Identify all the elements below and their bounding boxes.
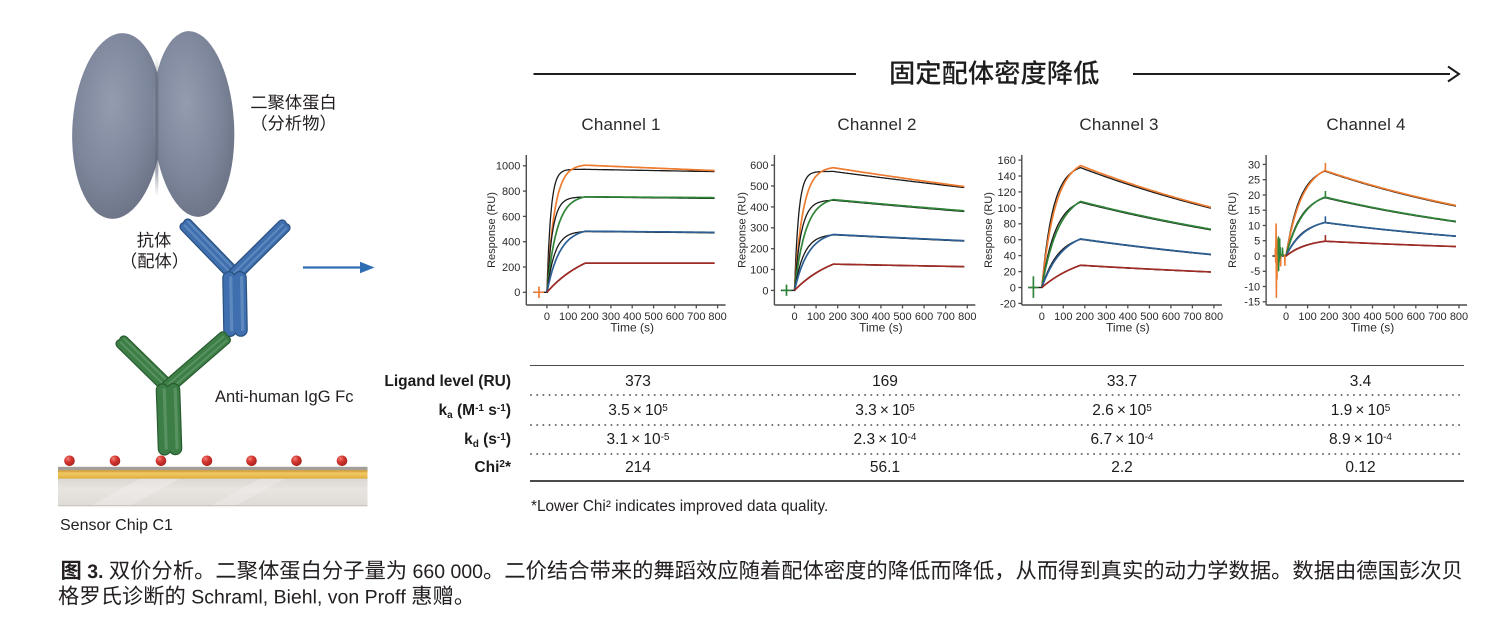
svg-text:800: 800 <box>958 311 976 323</box>
svg-text:Response (RU): Response (RU) <box>736 192 748 268</box>
svg-text:400: 400 <box>1363 311 1381 323</box>
svg-text:100: 100 <box>807 311 825 323</box>
svg-text:700: 700 <box>1428 311 1446 323</box>
svg-text:800: 800 <box>1450 311 1468 323</box>
svg-text:400: 400 <box>623 311 641 323</box>
svg-text:5: 5 <box>1254 236 1260 248</box>
svg-text:10: 10 <box>1248 220 1260 232</box>
svg-text:1000: 1000 <box>496 161 520 173</box>
svg-text:60: 60 <box>1004 235 1016 247</box>
svg-text:Time (s): Time (s) <box>859 321 903 335</box>
svg-text:200: 200 <box>829 311 847 323</box>
svg-text:200: 200 <box>1320 311 1338 323</box>
svg-text:700: 700 <box>937 311 955 323</box>
svg-text:20: 20 <box>1004 267 1016 279</box>
svg-text:200: 200 <box>502 262 520 274</box>
svg-text:700: 700 <box>687 311 705 323</box>
svg-text:500: 500 <box>1385 311 1403 323</box>
svg-text:-20: -20 <box>1000 298 1016 310</box>
svg-text:100: 100 <box>559 311 577 323</box>
svg-text:-5: -5 <box>1250 266 1260 278</box>
svg-text:30: 30 <box>1248 159 1260 171</box>
svg-text:0: 0 <box>1010 282 1016 294</box>
svg-text:400: 400 <box>502 237 520 249</box>
svg-text:300: 300 <box>1342 311 1360 323</box>
svg-text:120: 120 <box>998 187 1016 199</box>
svg-text:80: 80 <box>1004 219 1016 231</box>
svg-text:300: 300 <box>1097 311 1115 323</box>
svg-text:200: 200 <box>580 311 598 323</box>
svg-text:300: 300 <box>850 311 868 323</box>
svg-text:100: 100 <box>1054 311 1072 323</box>
svg-text:0: 0 <box>544 311 550 323</box>
svg-text:600: 600 <box>1162 311 1180 323</box>
svg-text:Response (RU): Response (RU) <box>983 192 995 268</box>
svg-text:600: 600 <box>1407 311 1425 323</box>
svg-text:600: 600 <box>915 311 933 323</box>
svg-text:800: 800 <box>502 186 520 198</box>
svg-text:500: 500 <box>893 311 911 323</box>
svg-text:25: 25 <box>1248 175 1260 187</box>
svg-text:800: 800 <box>708 311 726 323</box>
svg-text:800: 800 <box>1205 311 1223 323</box>
svg-text:0: 0 <box>1254 251 1260 263</box>
svg-text:0: 0 <box>762 285 768 297</box>
svg-text:300: 300 <box>602 311 620 323</box>
svg-text:600: 600 <box>502 211 520 223</box>
svg-text:15: 15 <box>1248 205 1260 217</box>
svg-text:0: 0 <box>514 287 520 299</box>
svg-text:400: 400 <box>872 311 890 323</box>
svg-text:600: 600 <box>666 311 684 323</box>
svg-text:100: 100 <box>998 203 1016 215</box>
svg-text:200: 200 <box>1076 311 1094 323</box>
svg-text:20: 20 <box>1248 190 1260 202</box>
svg-text:200: 200 <box>750 244 768 256</box>
svg-text:Response (RU): Response (RU) <box>486 192 498 268</box>
svg-text:0: 0 <box>1283 311 1289 323</box>
svg-text:-15: -15 <box>1244 297 1260 309</box>
svg-text:140: 140 <box>998 171 1016 183</box>
svg-text:-10: -10 <box>1244 281 1260 293</box>
svg-text:100: 100 <box>1298 311 1316 323</box>
svg-text:700: 700 <box>1183 311 1201 323</box>
svg-text:160: 160 <box>998 155 1016 167</box>
svg-text:400: 400 <box>750 202 768 214</box>
svg-text:500: 500 <box>644 311 662 323</box>
svg-text:100: 100 <box>750 264 768 276</box>
svg-text:Response (RU): Response (RU) <box>1227 192 1239 268</box>
svg-text:0: 0 <box>791 311 797 323</box>
svg-text:500: 500 <box>750 181 768 193</box>
svg-text:300: 300 <box>750 223 768 235</box>
svg-text:0: 0 <box>1039 311 1045 323</box>
svg-text:Time (s): Time (s) <box>1351 321 1395 335</box>
svg-text:Time (s): Time (s) <box>610 321 654 335</box>
svg-text:40: 40 <box>1004 251 1016 263</box>
svg-text:400: 400 <box>1119 311 1137 323</box>
svg-text:Time (s): Time (s) <box>1106 321 1150 335</box>
svg-text:600: 600 <box>750 160 768 172</box>
svg-text:500: 500 <box>1140 311 1158 323</box>
